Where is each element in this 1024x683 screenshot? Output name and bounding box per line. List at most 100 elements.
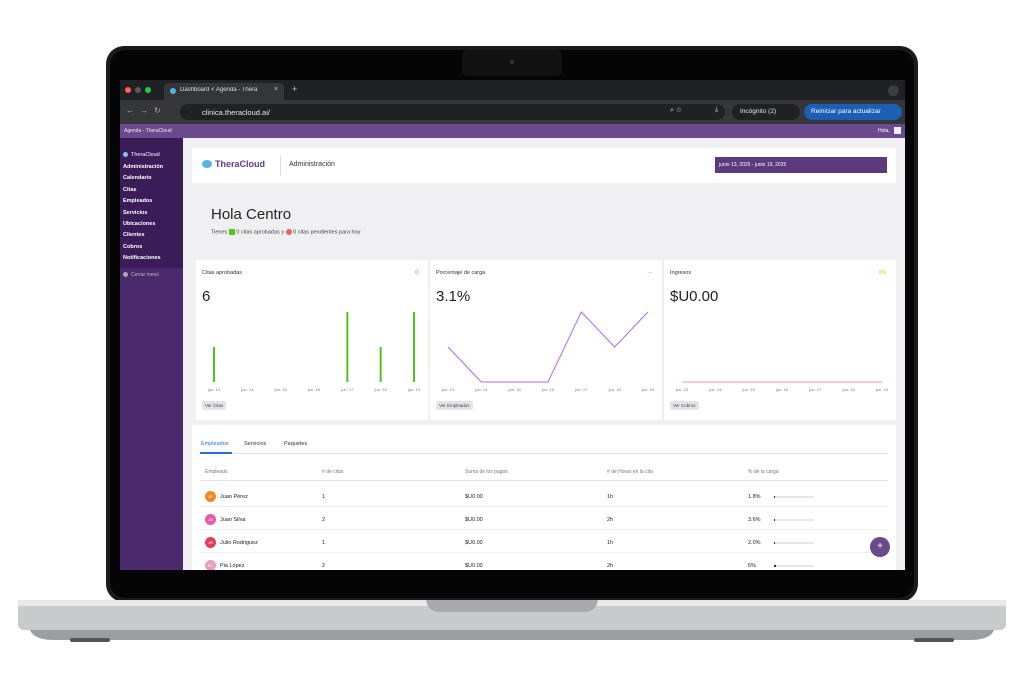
load-label: 2.0% — [748, 540, 761, 546]
header-divider — [200, 480, 888, 481]
column-header[interactable]: % de la carga — [748, 469, 779, 475]
incognito-chip[interactable]: Incógnito (2) — [732, 104, 800, 120]
laptop-lid-notch — [426, 600, 598, 612]
section-title: Administración — [289, 161, 335, 168]
sidebar-item[interactable]: Servicios — [123, 209, 148, 216]
max-dot[interactable] — [145, 87, 151, 93]
load-bar — [774, 541, 775, 544]
load-bar — [774, 518, 776, 521]
load-bar — [774, 564, 776, 567]
column-header[interactable]: # de citas — [322, 469, 344, 475]
x-tick-label: jun. 15 — [742, 387, 756, 392]
kpi-button[interactable]: Ver Cobros — [670, 401, 699, 410]
sidebar-menu-bg — [120, 138, 183, 268]
omnibox-icons[interactable]: ⌕ ☆ — [670, 107, 682, 114]
row-divider — [200, 552, 888, 553]
load-track — [774, 495, 814, 498]
sidebar-item[interactable]: Ubicaciones — [123, 221, 156, 227]
brand-icon — [123, 152, 128, 157]
bar — [346, 312, 349, 382]
kpi-button[interactable]: Ver Empleados — [436, 401, 473, 410]
tabs-divider — [200, 453, 888, 454]
hours: 2h — [607, 517, 614, 523]
tab[interactable]: Servicios — [244, 441, 267, 447]
fab-add[interactable]: + — [870, 537, 890, 557]
x-tick-label: jun. 13 — [207, 387, 221, 392]
tab-search-icon[interactable] — [888, 85, 899, 96]
x-tick-label: jun. 14 — [474, 387, 488, 392]
incognito-label: Incógnito (2) — [740, 108, 777, 115]
x-tick-label: jun. 13 — [675, 387, 689, 392]
tab[interactable]: Paquetes — [284, 441, 308, 447]
new-tab-icon[interactable]: + — [292, 84, 298, 94]
x-tick-label: jun. 16 — [307, 387, 321, 392]
laptop-foot — [914, 638, 954, 642]
x-tick-label: jun. 15 — [274, 387, 288, 392]
hours: 1h — [607, 540, 614, 546]
close-dot[interactable] — [125, 87, 131, 93]
payments: $U0.00 — [465, 494, 483, 500]
employee-name: Pia López — [220, 563, 245, 569]
sidebar-item[interactable]: Empleados — [123, 198, 153, 205]
pending-icon — [285, 229, 292, 235]
collapse-icon[interactable] — [123, 272, 128, 277]
sidebar-item[interactable]: Calendario — [123, 175, 152, 182]
update-button[interactable]: Reiniciar para actualizar — [804, 104, 902, 120]
tab-favicon — [170, 88, 176, 94]
active-tab-indicator — [200, 452, 232, 454]
sidebar-item[interactable]: Notificaciones — [123, 255, 161, 262]
load-track — [774, 541, 814, 544]
tab-close-icon[interactable]: × — [274, 86, 279, 93]
sidebar-item[interactable]: Clientes — [123, 232, 145, 239]
x-tick-label: jun. 17 — [340, 387, 354, 392]
x-tick-label: jun. 19 — [407, 387, 421, 392]
download-icon[interactable]: ⤓ — [715, 106, 719, 113]
payments: $U0.00 — [465, 517, 483, 523]
app-topbar: Agenda - TheraCloud Hola, — [120, 124, 905, 138]
header-card: TheraCloud Administración junio 13, 2025… — [192, 148, 896, 183]
x-tick-label: jun. 17 — [808, 387, 822, 392]
logo: TheraCloud — [215, 159, 266, 169]
kpi-trend: 0% — [878, 270, 886, 276]
chart: jun. 13 jun. 14 jun. 15 jun. 16 jun. 17 jun. … — [675, 381, 889, 392]
x-tick-label: jun. 14 — [708, 387, 722, 392]
kpi-card: Citas aprobadas 0 6 Ver Citas jun. 13 jun. 14… — [196, 260, 428, 420]
tab-bar: Dashboard < Agenda - Thera × + — [120, 80, 905, 100]
avatar[interactable] — [894, 127, 901, 134]
tab[interactable]: Empleados — [201, 441, 229, 447]
sidebar-item[interactable]: Cobros — [123, 243, 143, 250]
sidebar-collapse[interactable]: Cerrar menú — [131, 272, 160, 278]
omnibox[interactable]: clinica.theracloud.ai/ ⌕ ☆ — [180, 104, 725, 120]
logo-icon — [202, 160, 212, 168]
laptop-base-bottom — [30, 630, 994, 640]
kpi-button[interactable]: Ver Citas — [202, 401, 227, 410]
column-header[interactable]: Suma de los pagos — [465, 469, 508, 475]
sidebar-item[interactable]: Citas — [123, 186, 137, 193]
column-header[interactable]: # de Horas en la cita — [607, 469, 653, 475]
x-tick-label: jun. 16 — [775, 387, 789, 392]
breadcrumb[interactable]: Agenda - TheraCloud — [124, 128, 172, 134]
sidebar-item[interactable]: Administración — [123, 164, 164, 170]
hours: 1h — [607, 494, 614, 500]
load-track — [774, 564, 814, 567]
x-tick-label: jun. 18 — [842, 387, 856, 392]
kpi-title: Citas aprobadas — [202, 270, 243, 276]
x-tick-label: jun. 18 — [374, 387, 388, 392]
row-divider — [200, 506, 888, 507]
min-dot[interactable] — [135, 87, 141, 93]
laptop-foot — [70, 638, 110, 642]
active-tab[interactable]: Dashboard < Agenda - Thera × — [164, 83, 284, 100]
x-tick-label: jun. 18 — [608, 387, 622, 392]
toolbar: ←→↻ clinica.theracloud.ai/ ⌕ ☆ ⤓ Incógni… — [120, 100, 905, 124]
hours: 2h — [607, 563, 614, 569]
date-picker[interactable]: junio 13, 2025 - junio 19, 2025 — [715, 157, 887, 173]
column-header[interactable]: Empleado — [205, 469, 228, 475]
welcome-prefix: Tienes — [211, 229, 228, 236]
table-card: Empleados Servicios Paquetes Empleado # de c… — [192, 425, 896, 570]
appointments: 2 — [322, 563, 326, 569]
nav-icons[interactable]: ←→↻ — [126, 106, 167, 115]
update-label: Reiniciar para actualizar — [811, 108, 881, 115]
kpi-value: 3.1% — [436, 288, 471, 305]
x-tick-label: jun. 16 — [541, 387, 555, 392]
